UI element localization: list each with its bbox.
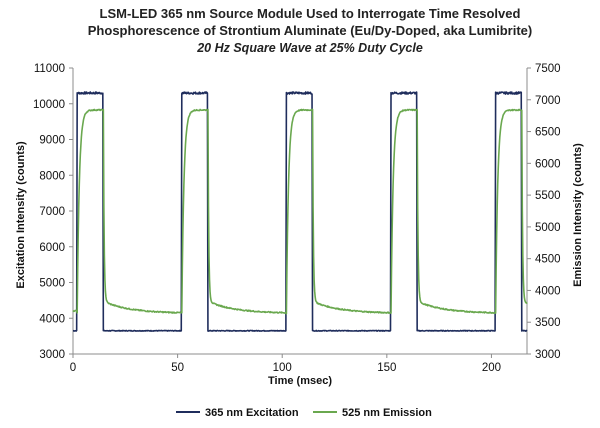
y-tick-label-left: 8000 xyxy=(39,170,65,182)
plot-area xyxy=(72,91,528,332)
y-tick-label-left: 9000 xyxy=(39,135,65,147)
x-tick-label: 200 xyxy=(482,362,501,374)
series-line-emission xyxy=(72,108,528,315)
y-tick-label-right: 6500 xyxy=(535,127,561,139)
chart-title-line-2: Phosphorescence of Strontium Aluminate (… xyxy=(88,23,532,38)
x-tick-label: 50 xyxy=(171,362,184,374)
y-tick-label-right: 5000 xyxy=(535,222,561,234)
y-tick-label-left: 4000 xyxy=(39,313,65,325)
series-line-excitation xyxy=(72,91,528,332)
legend: 365 nm Excitation 525 nm Emission xyxy=(176,407,432,419)
x-tick-label: 0 xyxy=(70,362,76,374)
y-axis-label-right: Emission Intensity (counts) xyxy=(572,143,584,287)
y-tick-label-right: 6000 xyxy=(535,158,561,170)
x-axis-label: Time (msec) xyxy=(268,375,332,387)
y-axis-label-left: Excitation Intensity (counts) xyxy=(15,141,27,289)
legend-label-excitation: 365 nm Excitation xyxy=(205,407,299,419)
y-tick-label-left: 11000 xyxy=(34,63,65,75)
y-tick-label-right: 7500 xyxy=(535,63,561,75)
x-tick-label: 100 xyxy=(273,362,292,374)
chart-subtitle: 20 Hz Square Wave at 25% Duty Cycle xyxy=(196,41,423,55)
y-tick-label-right: 4000 xyxy=(535,285,561,297)
chart-title-line-1: LSM-LED 365 nm Source Module Used to Int… xyxy=(100,6,521,21)
y-tick-label-right: 3000 xyxy=(535,349,561,361)
y-tick-label-right: 7000 xyxy=(535,95,561,107)
legend-label-emission: 525 nm Emission xyxy=(342,407,432,419)
y-tick-label-left: 7000 xyxy=(39,206,65,218)
x-tick-label: 150 xyxy=(377,362,396,374)
axes xyxy=(69,67,531,358)
y-tick-label-right: 3500 xyxy=(535,317,561,329)
y-tick-label-left: 10000 xyxy=(33,99,65,111)
y-tick-label-left: 5000 xyxy=(39,278,65,290)
y-tick-label-left: 3000 xyxy=(39,349,65,361)
tick-labels: 3000 4000 5000 6000 7000 8000 9000 10000 11000 30… xyxy=(33,63,561,374)
y-tick-label-right: 4500 xyxy=(535,254,561,266)
y-tick-label-left: 6000 xyxy=(39,242,65,254)
y-tick-label-right: 5500 xyxy=(535,190,561,202)
